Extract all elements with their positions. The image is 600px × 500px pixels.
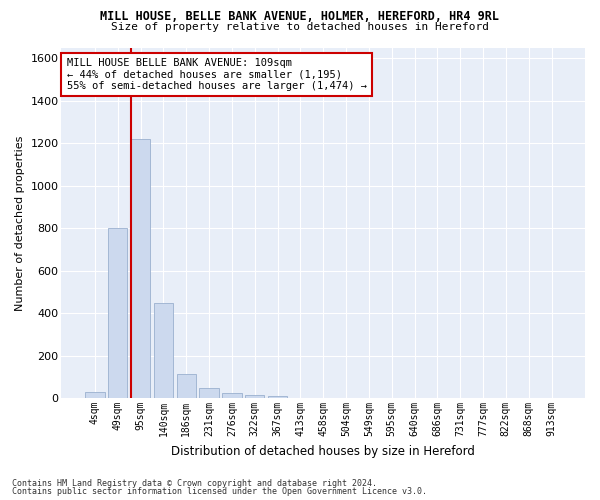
Bar [199, 388, 219, 398]
X-axis label: Distribution of detached houses by size in Hereford: Distribution of detached houses by size … [171, 444, 475, 458]
Bar [154, 302, 173, 398]
Text: Contains public sector information licensed under the Open Government Licence v3: Contains public sector information licen… [12, 487, 427, 496]
Y-axis label: Number of detached properties: Number of detached properties [15, 135, 25, 310]
Bar [268, 396, 287, 398]
Bar [131, 139, 151, 398]
Text: Size of property relative to detached houses in Hereford: Size of property relative to detached ho… [111, 22, 489, 32]
Text: MILL HOUSE BELLE BANK AVENUE: 109sqm
← 44% of detached houses are smaller (1,195: MILL HOUSE BELLE BANK AVENUE: 109sqm ← 4… [67, 58, 367, 91]
Bar [85, 392, 104, 398]
Bar [222, 393, 242, 398]
Bar [108, 228, 127, 398]
Text: Contains HM Land Registry data © Crown copyright and database right 2024.: Contains HM Land Registry data © Crown c… [12, 478, 377, 488]
Bar [245, 395, 265, 398]
Bar [176, 374, 196, 398]
Text: MILL HOUSE, BELLE BANK AVENUE, HOLMER, HEREFORD, HR4 9RL: MILL HOUSE, BELLE BANK AVENUE, HOLMER, H… [101, 10, 499, 23]
